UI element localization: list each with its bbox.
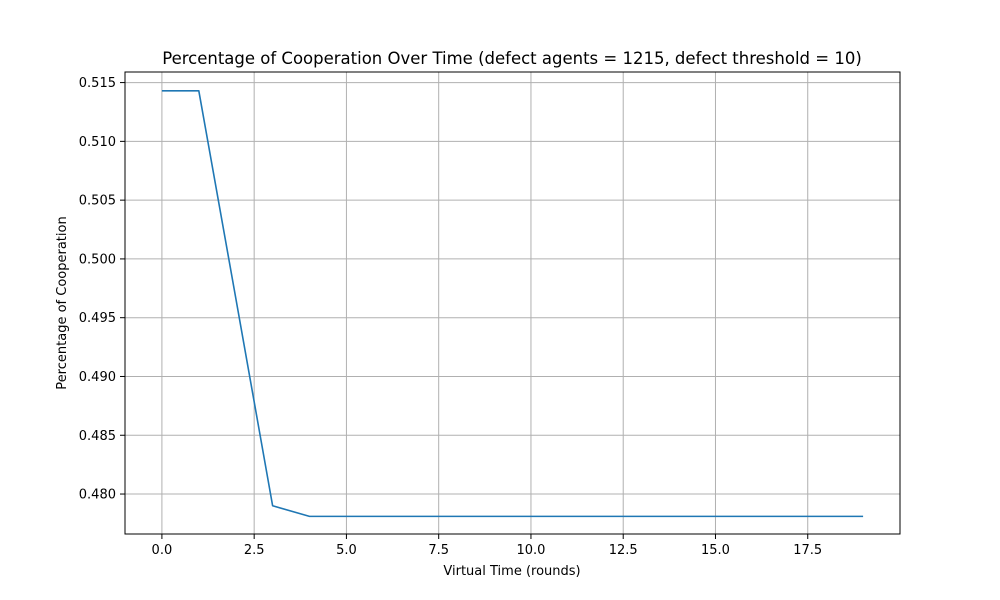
series-line [161, 90, 864, 518]
ticks: 0.0 2.5 5.0 7.5 10.0 12.5 15.0 17.5 0.480 0.485 0.… [79, 76, 822, 558]
series-layer [161, 90, 864, 518]
y-tick-label: 0.505 [79, 194, 116, 209]
x-tick-label: 12.5 [609, 543, 638, 558]
y-tick-label: 0.500 [79, 252, 116, 267]
x-tick-label: 17.5 [793, 543, 822, 558]
x-tick-label: 15.0 [701, 543, 730, 558]
x-axis-label: Virtual Time (rounds) [443, 564, 580, 579]
y-tick-label: 0.490 [79, 370, 116, 385]
x-tick-label: 2.5 [244, 543, 265, 558]
x-tick-label: 7.5 [428, 543, 449, 558]
x-tick-label: 0.0 [152, 543, 173, 558]
x-tick-label: 5.0 [336, 543, 357, 558]
chart-title: Percentage of Cooperation Over Time (def… [162, 49, 862, 68]
y-tick-label: 0.495 [79, 311, 116, 326]
y-tick-label: 0.515 [79, 76, 116, 91]
y-axis-label: Percentage of Cooperation [55, 216, 70, 389]
x-tick-label: 10.0 [516, 543, 545, 558]
y-tick-label: 0.510 [79, 135, 116, 150]
plot-frame [124, 71, 901, 535]
y-tick-label: 0.480 [79, 488, 116, 503]
grid [125, 72, 900, 534]
y-tick-label: 0.485 [79, 429, 116, 444]
